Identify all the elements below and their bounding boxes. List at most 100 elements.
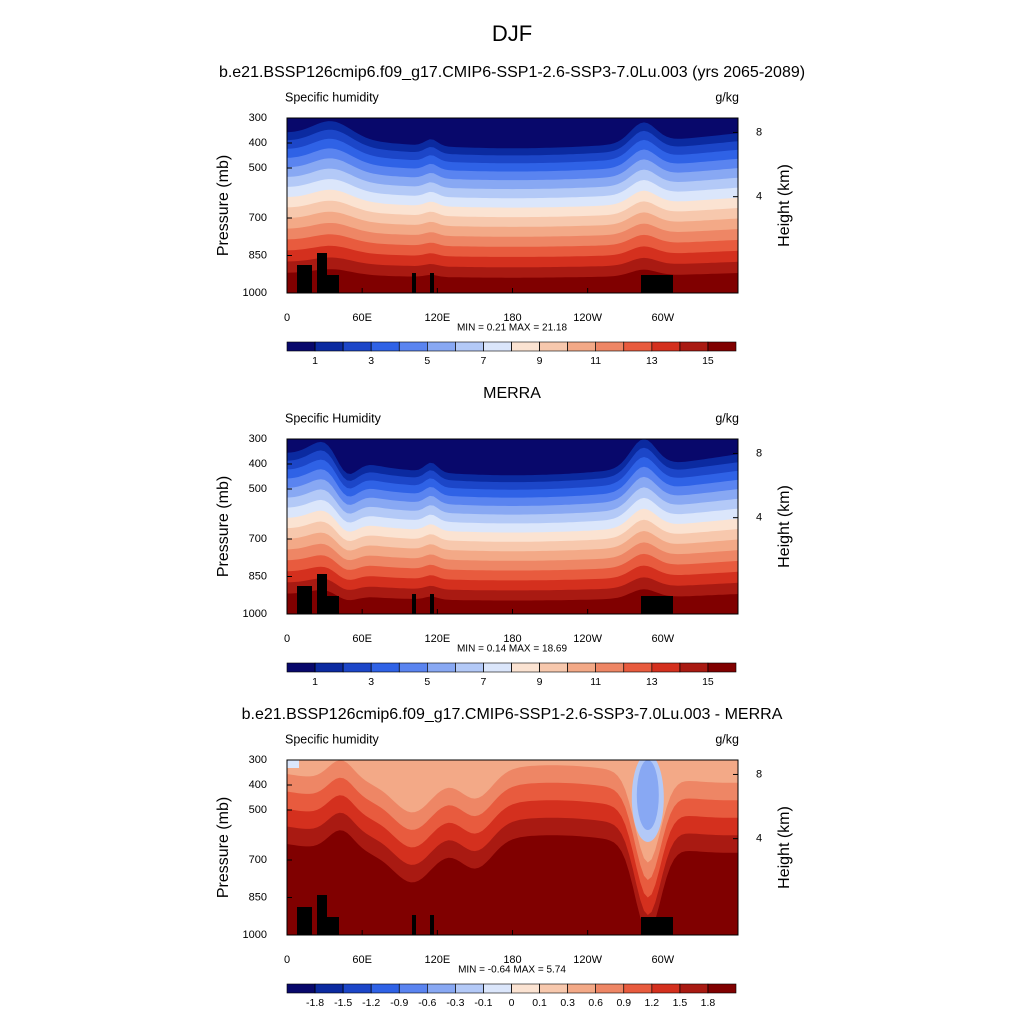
colorbar-tick-label: 0.6 bbox=[588, 997, 603, 1009]
colorbar-box bbox=[398, 341, 428, 352]
colorbar-box bbox=[539, 983, 568, 994]
colorbar-box bbox=[651, 341, 681, 352]
topography bbox=[412, 594, 416, 614]
topography bbox=[430, 594, 434, 614]
y2-tick-label: 8 bbox=[756, 126, 762, 138]
colorbar-tick-label: 0.9 bbox=[616, 997, 631, 1009]
x-tick-label: 60W bbox=[652, 954, 675, 966]
panel-title: MERRA bbox=[483, 385, 541, 402]
right-label: g/kg bbox=[715, 732, 739, 746]
x-tick-label: 120E bbox=[424, 954, 450, 966]
y2-tick-label: 4 bbox=[756, 191, 762, 203]
contour-blob bbox=[636, 760, 659, 830]
colorbar-box bbox=[483, 662, 512, 673]
x-tick-label: 120W bbox=[573, 633, 602, 645]
colorbar-tick-label: -1.8 bbox=[306, 997, 324, 1009]
y-tick-label: 400 bbox=[249, 137, 267, 149]
colorbar-box bbox=[567, 662, 596, 673]
colorbar-box bbox=[679, 662, 709, 673]
colorbar-box bbox=[511, 341, 540, 352]
y-axis-label: Pressure (mb) bbox=[215, 797, 232, 898]
topography bbox=[297, 586, 312, 614]
colorbar-tick-label: 1.2 bbox=[645, 997, 660, 1009]
colorbar-box bbox=[595, 662, 625, 673]
topography bbox=[327, 275, 339, 293]
colorbar-box bbox=[398, 662, 428, 673]
colorbar-tick-label: -0.9 bbox=[390, 997, 408, 1009]
stats-label: MIN = 0.14 MAX = 18.69 bbox=[457, 644, 567, 655]
y-tick-label: 850 bbox=[249, 891, 267, 903]
colorbar-box bbox=[707, 341, 737, 352]
y2-axis-label: Height (km) bbox=[776, 806, 793, 889]
colorbar-box bbox=[511, 662, 540, 673]
colorbar-tick-label: -0.6 bbox=[418, 997, 436, 1009]
colorbar-box bbox=[342, 662, 372, 673]
colorbar-tick-label: -0.1 bbox=[474, 997, 492, 1009]
y-tick-label: 700 bbox=[249, 854, 267, 866]
y-tick-label: 700 bbox=[249, 212, 267, 224]
colorbar-box bbox=[511, 983, 540, 994]
page-title: DJF bbox=[492, 21, 532, 46]
colorbar-tick-label: 0 bbox=[509, 997, 515, 1009]
colorbar-box bbox=[370, 983, 400, 994]
contour-band bbox=[287, 830, 738, 935]
colorbar-box bbox=[567, 983, 596, 994]
x-tick-label: 180 bbox=[503, 954, 521, 966]
stats-label: MIN = 0.21 MAX = 21.18 bbox=[457, 323, 567, 334]
y-tick-label: 1000 bbox=[243, 287, 267, 299]
x-tick-label: 0 bbox=[284, 954, 290, 966]
colorbar-tick-label: 7 bbox=[481, 355, 487, 367]
y-axis-label: Pressure (mb) bbox=[215, 476, 232, 577]
y2-tick-label: 8 bbox=[756, 768, 762, 780]
topography bbox=[641, 596, 673, 614]
topography bbox=[412, 915, 416, 935]
colorbar-box bbox=[623, 341, 653, 352]
colorbar-tick-label: 9 bbox=[537, 676, 543, 688]
colorbar-box bbox=[483, 983, 512, 994]
colorbar-box bbox=[455, 341, 484, 352]
y-tick-label: 1000 bbox=[243, 608, 267, 620]
y-tick-label: 500 bbox=[249, 483, 267, 495]
colorbar-box bbox=[651, 983, 681, 994]
colorbar-box bbox=[483, 341, 512, 352]
topography bbox=[317, 253, 327, 293]
right-label: g/kg bbox=[715, 411, 739, 425]
colorbar-box bbox=[286, 662, 316, 673]
topography bbox=[641, 917, 673, 935]
topography bbox=[430, 273, 434, 293]
topography bbox=[297, 907, 312, 935]
x-tick-label: 60E bbox=[352, 954, 372, 966]
y-tick-label: 1000 bbox=[243, 929, 267, 941]
topography bbox=[412, 273, 416, 293]
colorbar-tick-label: 0.3 bbox=[560, 997, 575, 1009]
colorbar-box bbox=[539, 341, 568, 352]
colorbar-tick-label: 0.1 bbox=[532, 997, 547, 1009]
y-tick-label: 300 bbox=[249, 754, 267, 766]
colorbar-box bbox=[370, 662, 400, 673]
colorbar-tick-label: 15 bbox=[702, 676, 714, 688]
colorbar-box bbox=[314, 983, 344, 994]
y-tick-label: 400 bbox=[249, 458, 267, 470]
y2-tick-label: 4 bbox=[756, 833, 762, 845]
colorbar-tick-label: 11 bbox=[590, 676, 601, 688]
colorbar-box bbox=[567, 341, 596, 352]
y-tick-label: 850 bbox=[249, 570, 267, 582]
y2-tick-label: 4 bbox=[756, 512, 762, 524]
panel-title: b.e21.BSSP126cmip6.f09_g17.CMIP6-SSP1-2.… bbox=[219, 64, 805, 81]
y2-axis-label: Height (km) bbox=[776, 485, 793, 568]
contour-field bbox=[287, 439, 738, 614]
x-tick-label: 180 bbox=[503, 633, 521, 645]
topography bbox=[297, 265, 312, 293]
left-label: Specific humidity bbox=[285, 90, 380, 104]
topography bbox=[317, 895, 327, 935]
colorbar-tick-label: 9 bbox=[537, 355, 543, 367]
x-tick-label: 60E bbox=[352, 312, 372, 324]
y-tick-label: 300 bbox=[249, 433, 267, 445]
colorbar-box bbox=[679, 983, 709, 994]
x-tick-label: 60W bbox=[652, 312, 675, 324]
colorbar-box bbox=[595, 983, 625, 994]
colorbar-tick-label: 1.8 bbox=[701, 997, 716, 1009]
colorbar-box bbox=[595, 341, 625, 352]
y2-tick-label: 8 bbox=[756, 447, 762, 459]
colorbar-box bbox=[286, 341, 316, 352]
